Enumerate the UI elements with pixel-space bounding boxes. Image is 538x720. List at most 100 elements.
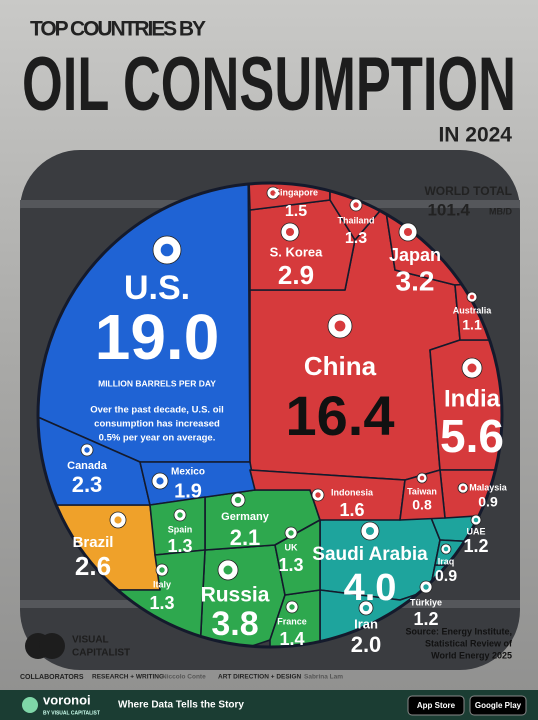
credit-role: ART DIRECTION + DESIGN (218, 674, 302, 681)
country-name: Türkiye (410, 597, 442, 607)
value-label: 1.3 (149, 593, 174, 613)
value-label: 1.4 (279, 629, 304, 649)
disc-outline (36, 181, 504, 649)
value-label: 1.5 (285, 203, 307, 220)
value-label: 0.9 (435, 568, 457, 585)
flag-emblem (177, 512, 183, 518)
google-play-label[interactable]: Google Play (475, 701, 522, 710)
note-line: consumption has increased (94, 419, 220, 430)
country-name: UK (285, 542, 298, 552)
cell (274, 519, 321, 596)
value-label: 0.8 (412, 497, 432, 513)
flag-emblem (365, 526, 375, 536)
flag-emblem (353, 202, 359, 208)
value-label: 1.1 (462, 317, 482, 333)
value-label: 16.4 (286, 384, 395, 447)
credit-name: Niccolo Conte (162, 674, 206, 681)
flag-emblem (288, 530, 294, 536)
country-name: Italy (153, 579, 171, 589)
flag-emblem (289, 604, 295, 610)
country-name: Australia (453, 305, 493, 315)
country-name: Spain (168, 524, 193, 534)
world-total-label: WORLD TOTAL (424, 184, 512, 198)
brand: CAPITALIST (72, 648, 130, 659)
country-name: Canada (67, 460, 108, 472)
source-line: World Energy 2025 (431, 650, 512, 660)
title-main: OIL CONSUMPTION (22, 42, 516, 127)
title-top: TOP COUNTRIES BY (30, 18, 206, 41)
note-line: Over the past decade, U.S. oil (90, 405, 224, 416)
world-total-value: 101.4 (427, 200, 470, 219)
value-label: 5.6 (440, 410, 504, 462)
tagline: Where Data Tells the Story (118, 700, 244, 711)
voronoi-brand: voronoi (43, 692, 91, 707)
country-name: Malaysia (469, 482, 508, 492)
credit-role: RESEARCH + WRITING (92, 674, 164, 681)
flag-emblem (403, 227, 413, 237)
unit-label: MILLION BARRELS PER DAY (98, 378, 216, 388)
value-label: 2.1 (230, 525, 261, 550)
flag-emblem (423, 584, 429, 590)
country-name: Indonesia (331, 487, 374, 497)
flag-emblem (270, 190, 276, 196)
voronoi-by: BY VISUAL CAPITALIST (43, 710, 100, 716)
world-total-unit: MB/D (489, 206, 512, 216)
country-name: Germany (221, 511, 270, 523)
country-name: China (304, 351, 377, 381)
value-label: 0.9 (478, 494, 498, 510)
country-name: Thailand (337, 215, 374, 225)
flag-emblem (443, 546, 449, 552)
flag-emblem (467, 363, 477, 373)
value-label: 19.0 (95, 301, 220, 373)
voronoi-icon (22, 697, 38, 713)
collaborators: COLLABORATORS (20, 674, 84, 681)
brand: VISUAL (72, 635, 109, 646)
google-play-button[interactable] (469, 695, 527, 716)
value-label: 3.8 (211, 605, 258, 643)
country-name: Taiwan (407, 486, 437, 496)
country-name: U.S. (124, 269, 190, 307)
country-name: India (444, 385, 501, 412)
flag-emblem (362, 604, 370, 612)
value-label: 2.9 (278, 260, 314, 290)
country-name: Iran (354, 616, 378, 631)
country-name: Saudi Arabia (312, 544, 428, 565)
flag-emblem (285, 227, 295, 237)
flag-emblem (84, 447, 90, 453)
flag-emblem (315, 492, 321, 498)
flag-emblem (156, 477, 164, 485)
flag-emblem (460, 485, 466, 491)
source-line: Statistical Review of (425, 638, 513, 648)
flag-emblem (469, 294, 475, 300)
value-label: 1.6 (339, 500, 364, 520)
country-name: S. Korea (270, 244, 324, 259)
country-name: France (277, 616, 307, 626)
app-store-button[interactable] (407, 695, 465, 716)
cell (429, 339, 502, 471)
flag-emblem (114, 516, 122, 524)
title-year: IN 2024 (438, 124, 512, 147)
country-name: Brazil (73, 534, 114, 551)
cell (399, 469, 446, 521)
value-label: 3.2 (396, 265, 435, 296)
flag-emblem (160, 243, 174, 257)
value-label: 1.2 (463, 536, 488, 556)
country-name: Iraq (438, 556, 455, 566)
value-label: 1.2 (413, 609, 438, 629)
value-label: 2.3 (72, 472, 103, 497)
credit-name: Sabrina Lam (304, 674, 343, 681)
country-name: Singapore (274, 187, 318, 197)
country-name: Japan (389, 245, 441, 265)
value-label: 2.0 (351, 632, 382, 657)
value-label: 1.9 (174, 480, 202, 502)
country-name: Mexico (171, 467, 205, 478)
country-name: Russia (201, 584, 270, 607)
vc-logo: VISUAL CAPITALIST (25, 633, 130, 659)
value-label: 1.3 (278, 555, 303, 575)
app-store-label[interactable]: App Store (417, 701, 456, 710)
flag-emblem (234, 496, 242, 504)
flag-emblem (473, 517, 479, 523)
flag-emblem (419, 475, 425, 481)
source-line: Source: Energy Institute, (405, 626, 512, 636)
